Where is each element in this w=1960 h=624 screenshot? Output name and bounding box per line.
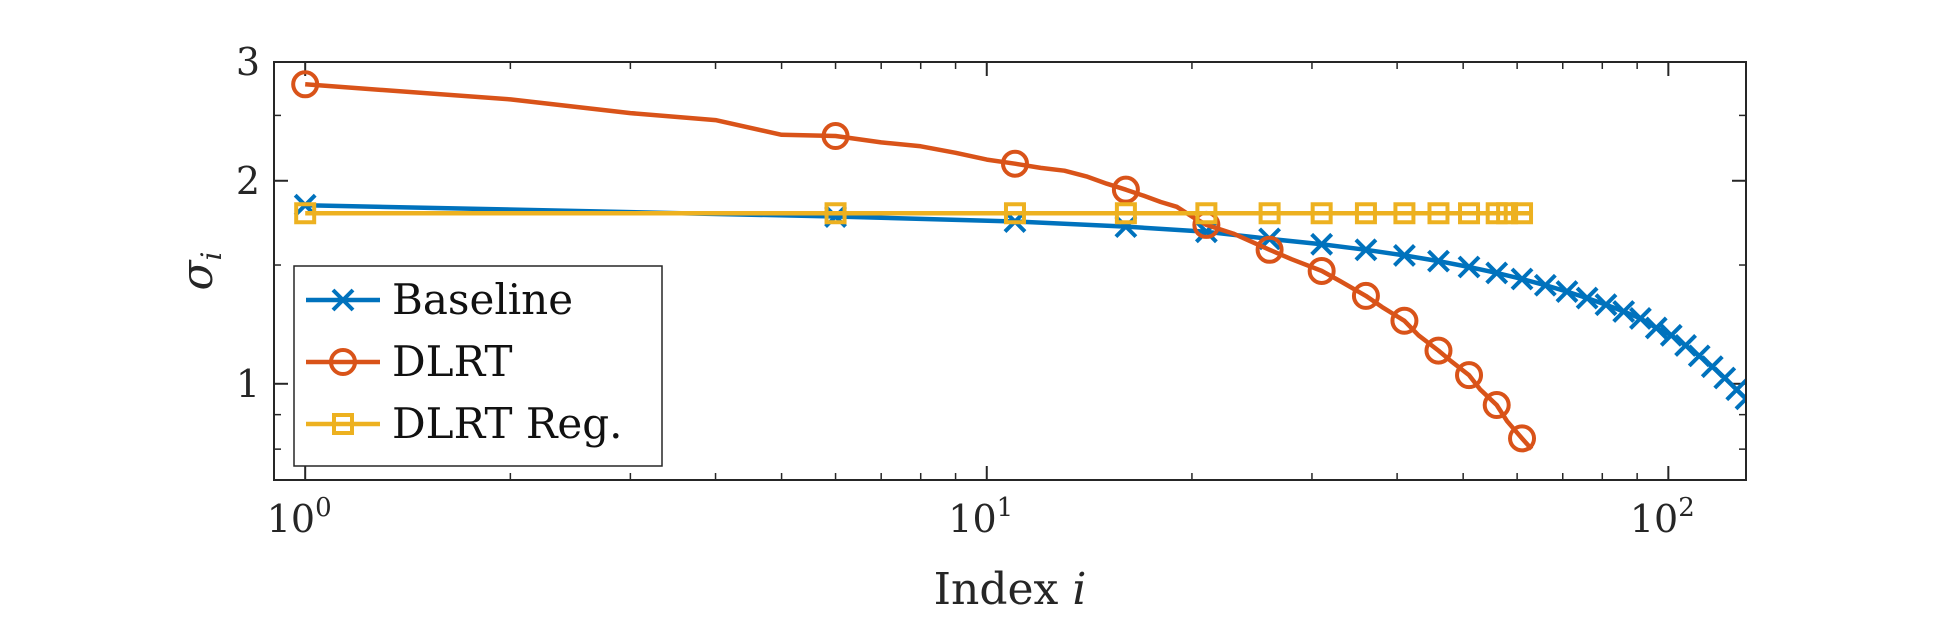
- y-axis-title: σi: [172, 251, 228, 290]
- dlrt-marker: [1390, 306, 1419, 335]
- dlrt-marker: [1455, 361, 1484, 390]
- legend-marker-baseline: [331, 288, 355, 312]
- dlrt-marker: [1111, 175, 1140, 204]
- plot-frame: [273, 61, 1747, 481]
- baseline-marker: [1457, 255, 1481, 279]
- dlrt-marker: [1351, 281, 1380, 310]
- dlrt-marker: [1000, 149, 1029, 178]
- baseline-marker: [1485, 261, 1509, 285]
- baseline-marker: [1674, 333, 1698, 357]
- dlrt-reg-marker: [1511, 202, 1534, 225]
- baseline-marker: [1427, 249, 1450, 273]
- legend-label-dlrt-reg: DLRT Reg.: [392, 399, 623, 448]
- dlrt-reg-marker: [1114, 202, 1137, 225]
- y-tick-label: 1: [236, 362, 260, 406]
- baseline-marker: [1612, 300, 1636, 323]
- baseline-marker: [1393, 244, 1416, 267]
- baseline-marker: [1114, 215, 1138, 239]
- dlrt-marker: [1508, 424, 1537, 453]
- baseline-marker: [1310, 232, 1334, 256]
- dlrt-reg-marker: [1354, 202, 1377, 225]
- baseline-marker: [1734, 387, 1746, 411]
- dlrt-marker: [1482, 391, 1511, 420]
- dlrt-reg-marker: [294, 202, 317, 225]
- series-dlrt-reg: [294, 202, 1534, 225]
- dlrt-reg-marker: [1195, 202, 1218, 225]
- x-tick-label: 100: [267, 493, 332, 541]
- dlrt-reg-marker: [1496, 202, 1519, 225]
- legend-label-dlrt: DLRT: [392, 337, 512, 386]
- baseline-marker: [1644, 316, 1668, 340]
- x-tick-label: 102: [1630, 493, 1695, 541]
- y-tick-label: 2: [236, 159, 260, 203]
- legend-marker-dlrt: [329, 348, 357, 376]
- dlrt-marker: [1307, 256, 1336, 285]
- baseline-marker: [1575, 286, 1599, 310]
- dlrt-reg-marker: [1458, 202, 1481, 225]
- baseline-marker: [1533, 273, 1557, 297]
- x-axis-title: Index i: [934, 564, 1087, 615]
- dlrt-reg-marker: [1427, 202, 1450, 225]
- baseline-marker: [1594, 293, 1618, 317]
- series-layer: [291, 70, 1746, 453]
- baseline-marker: [1629, 307, 1652, 330]
- dlrt-marker: [1255, 235, 1284, 264]
- dlrt-marker: [821, 122, 850, 151]
- dlrt-reg-marker: [1393, 202, 1416, 225]
- labels-layer: 100 101 102 1 2 3 Index i σi: [172, 40, 1695, 615]
- dlrt-reg-marker: [1003, 202, 1026, 225]
- legend-label-baseline: Baseline: [392, 275, 573, 324]
- dlrt-marker: [1424, 336, 1453, 365]
- baseline-marker: [1354, 238, 1378, 262]
- baseline-marker: [1510, 267, 1534, 291]
- dlrt-reg-marker: [1258, 202, 1281, 225]
- ticks-layer: [274, 61, 1746, 480]
- baseline-marker: [1659, 323, 1683, 347]
- dlrt-reg-marker: [824, 202, 847, 225]
- x-tick-label: 101: [948, 493, 1013, 541]
- legend: Baseline DLRT DLRT Reg.: [293, 265, 663, 467]
- baseline-marker: [1555, 280, 1579, 303]
- dlrt-reg-marker: [1310, 202, 1333, 225]
- y-tick-label: 3: [236, 40, 260, 84]
- legend-marker-dlrt-reg: [332, 413, 354, 435]
- dlrt-marker: [291, 70, 320, 99]
